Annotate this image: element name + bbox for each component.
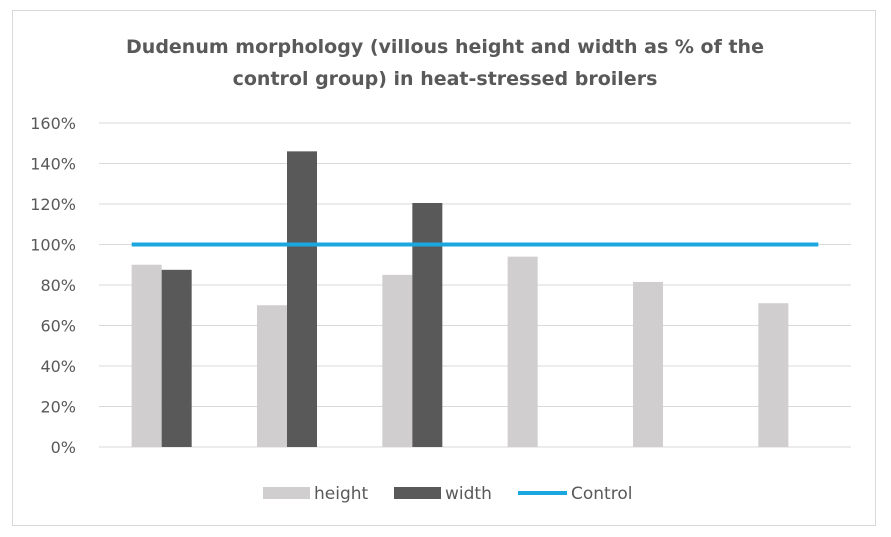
chart-frame: Dudenum morphology (villous height and w… bbox=[12, 10, 876, 526]
bar-width bbox=[161, 269, 192, 447]
y-tick-label: 160% bbox=[30, 114, 76, 133]
legend-swatch-width bbox=[394, 487, 441, 499]
legend-swatch-height bbox=[263, 487, 310, 499]
y-tick-label: 100% bbox=[30, 236, 76, 255]
legend-label-width: width bbox=[445, 484, 492, 504]
bar-height bbox=[758, 303, 789, 447]
y-tick-label: 20% bbox=[40, 398, 76, 417]
y-axis-ticks: 0% 20% 40% 60% 80% 100% 120% 140% 160% bbox=[30, 114, 76, 457]
y-tick-label: 120% bbox=[30, 195, 76, 214]
bar-height bbox=[507, 256, 538, 447]
legend-label-control: Control bbox=[571, 484, 632, 504]
bar-height bbox=[633, 281, 663, 447]
grid-layer bbox=[99, 122, 851, 448]
legend: height width Control bbox=[263, 484, 632, 504]
legend-label-height: height bbox=[314, 484, 369, 504]
bar-width bbox=[412, 202, 443, 447]
chart-title-line-1: Dudenum morphology (villous height and w… bbox=[126, 36, 764, 58]
y-tick-label: 80% bbox=[40, 276, 76, 295]
bar-width bbox=[287, 151, 317, 447]
y-tick-label: 0% bbox=[51, 438, 76, 457]
y-tick-label: 60% bbox=[40, 317, 76, 336]
bars bbox=[131, 151, 789, 447]
bar-height bbox=[257, 305, 287, 447]
chart-svg: Dudenum morphology (villous height and w… bbox=[30, 36, 851, 504]
bar-height bbox=[382, 274, 413, 447]
chart-title-line-2: control group) in heat-stressed broilers bbox=[233, 68, 658, 90]
y-tick-label: 40% bbox=[40, 357, 76, 376]
bar-height bbox=[131, 264, 162, 447]
y-tick-label: 140% bbox=[30, 155, 76, 174]
